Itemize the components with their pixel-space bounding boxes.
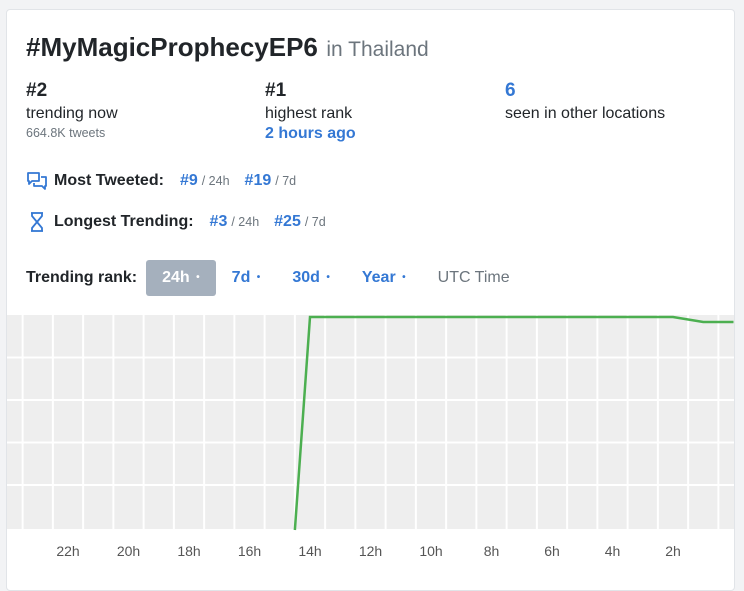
most-tweeted-7d-link[interactable]: #19	[244, 172, 272, 189]
x-tick-label: 14h	[298, 543, 321, 559]
page-title: #MyMagicProphecyEP6 in Thailand	[26, 32, 429, 63]
current-rank-label: trending now	[26, 105, 118, 122]
current-rank: #2	[26, 80, 48, 101]
tab-year[interactable]: Year •	[346, 260, 422, 296]
tab-24h[interactable]: 24h •	[146, 260, 216, 296]
x-tick-label: 12h	[359, 543, 382, 559]
rank-chart: 22h 20h 18h 16h 14h 12h 10h 8h 6h 4h 2h	[7, 315, 734, 559]
longest-trending-7d-period: / 7d	[304, 215, 326, 229]
tab-7d-label: 7d	[231, 269, 251, 286]
tab-30d[interactable]: 30d •	[276, 260, 346, 296]
x-tick-label: 18h	[177, 543, 200, 559]
longest-trending-7d-link[interactable]: #25	[274, 213, 301, 230]
most-tweeted-label: Most Tweeted:	[54, 172, 164, 189]
highest-rank: #1	[265, 80, 287, 101]
tab-24h-dot: •	[196, 272, 200, 284]
stat-highest-rank: #1 highest rank 2 hours ago	[265, 80, 356, 144]
location-label: in Thailand	[326, 38, 429, 61]
x-tick-label: 4h	[605, 543, 621, 559]
most-tweeted-24h-link[interactable]: #9	[179, 172, 198, 189]
trend-card: #MyMagicProphecyEP6 in Thailand #2 trend…	[6, 9, 735, 591]
utc-time-toggle[interactable]: UTC Time	[437, 269, 510, 286]
trending-rank-label: Trending rank:	[26, 269, 138, 286]
x-tick-label: 20h	[117, 543, 140, 559]
rank-series-line	[293, 315, 734, 531]
plot-background	[7, 315, 734, 529]
highest-rank-label: highest rank	[265, 105, 353, 122]
x-tick-label: 2h	[665, 543, 681, 559]
tweet-count: 664.8K tweets	[26, 126, 106, 140]
tab-30d-label: 30d	[292, 269, 320, 286]
stat-other-locations: 6 seen in other locations	[505, 80, 665, 124]
highest-rank-time-link[interactable]: 2 hours ago	[265, 125, 356, 142]
other-locations-count-link[interactable]: 6	[505, 80, 516, 101]
most-tweeted-7d-period: / 7d	[275, 174, 297, 188]
other-locations-label: seen in other locations	[505, 105, 666, 122]
x-tick-label: 10h	[419, 543, 442, 559]
chat-bubbles-icon	[26, 170, 48, 192]
x-tick-label: 6h	[544, 543, 560, 559]
most-tweeted-24h-period: / 24h	[201, 174, 230, 188]
longest-trending-24h-period: / 24h	[231, 215, 260, 229]
range-tabs: Trending rank: 24h • 7d • 30d • Year • U…	[26, 259, 526, 297]
tab-7d-dot: •	[256, 272, 261, 284]
x-tick-label: 8h	[484, 543, 500, 559]
tab-24h-label: 24h	[162, 269, 190, 286]
hourglass-icon	[26, 211, 48, 233]
tab-7d[interactable]: 7d •	[216, 260, 277, 296]
x-tick-label: 22h	[56, 543, 79, 559]
x-tick-label: 16h	[238, 543, 261, 559]
most-tweeted-row: Most Tweeted: #9 / 24h #19 / 7d	[26, 170, 311, 192]
tab-year-dot: •	[402, 272, 406, 284]
stat-trending-now: #2 trending now 664.8K tweets	[26, 80, 118, 142]
longest-trending-label: Longest Trending:	[54, 213, 194, 230]
tab-year-label: Year	[361, 269, 396, 286]
longest-trending-24h-link[interactable]: #3	[209, 213, 228, 230]
hashtag-title: #MyMagicProphecyEP6	[26, 32, 318, 62]
tab-30d-dot: •	[326, 272, 330, 284]
longest-trending-row: Longest Trending: #3 / 24h #25 / 7d	[26, 211, 341, 233]
